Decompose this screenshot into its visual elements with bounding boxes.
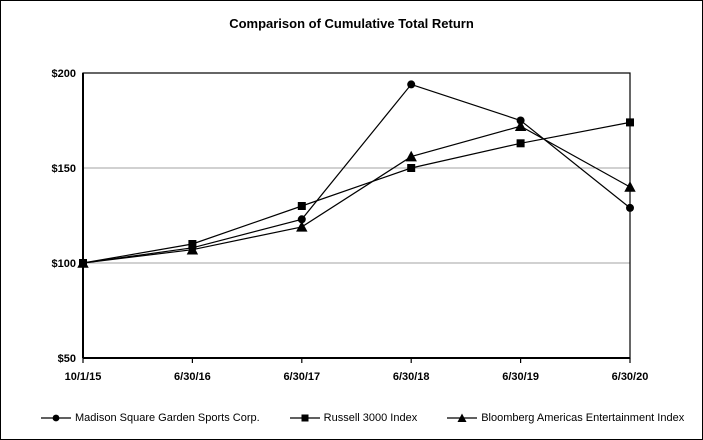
legend-item-bloomberg-entertainment: Bloomberg Americas Entertainment Index: [447, 412, 684, 424]
x-tick-label: 6/30/18: [393, 371, 430, 383]
legend-square-icon: [289, 414, 320, 422]
plot-border: [82, 72, 631, 359]
series-line-triangle: [82, 125, 631, 264]
data-point-circle: [407, 80, 416, 89]
data-point-square: [516, 139, 525, 148]
legend-item-russell-3000: Russell 3000 Index: [289, 412, 418, 424]
chart-legend: Madison Square Garden Sports Corp. Russe…: [41, 412, 684, 424]
series-line-square: [82, 121, 631, 264]
x-tick-label: 6/30/16: [174, 371, 211, 383]
x-tick-label: 10/1/15: [65, 371, 102, 383]
y-tick-label: $100: [52, 258, 76, 270]
series-line-circle: [82, 83, 631, 264]
data-point-triangle: [296, 221, 308, 232]
legend-label: Madison Square Garden Sports Corp.: [75, 412, 260, 424]
data-point-square: [297, 202, 306, 210]
data-point-square: [626, 118, 634, 127]
x-tick-label: 6/30/19: [502, 371, 539, 383]
data-point-triangle: [624, 181, 636, 192]
y-tick-label: $50: [58, 353, 76, 365]
legend-triangle-icon: [447, 413, 478, 422]
x-tick-label: 6/30/17: [283, 371, 320, 383]
data-point-triangle: [514, 120, 527, 131]
data-point-circle: [626, 203, 634, 212]
legend-circle-icon: [41, 414, 71, 422]
legend-marker: [289, 412, 320, 424]
data-point-circle: [297, 215, 306, 224]
legend-item-madison-square-garden: Madison Square Garden Sports Corp.: [41, 412, 260, 424]
data-point-square: [79, 259, 87, 267]
data-point-triangle: [186, 243, 199, 255]
y-tick-label: $150: [52, 163, 76, 175]
legend-marker: [447, 412, 478, 424]
chart-title: Comparison of Cumulative Total Return: [229, 16, 474, 31]
legend-label: Bloomberg Americas Entertainment Index: [481, 412, 685, 424]
legend-marker: [41, 412, 71, 424]
y-tick-label: $200: [52, 68, 76, 80]
legend-label: Russell 3000 Index: [323, 412, 418, 424]
data-point-square: [188, 240, 197, 248]
data-point-triangle: [405, 150, 417, 162]
data-point-square: [407, 164, 416, 172]
x-tick-label: 6/30/20: [612, 371, 649, 383]
